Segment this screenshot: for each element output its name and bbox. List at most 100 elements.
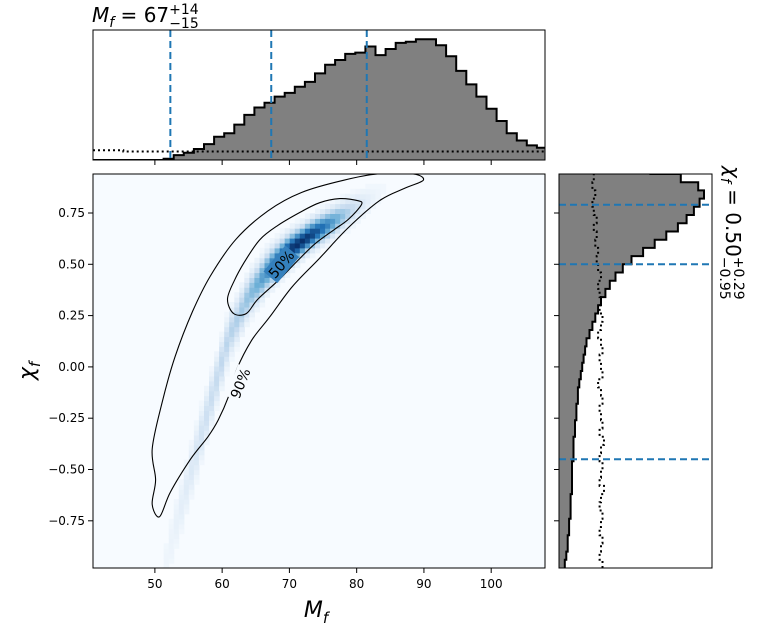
heatmap-cell xyxy=(214,390,220,397)
heatmap-cell xyxy=(193,420,200,426)
heatmap-cell xyxy=(183,504,190,510)
heatmap-cell xyxy=(193,469,200,475)
x-tick-label: 70 xyxy=(282,577,297,591)
right-hist-bar xyxy=(559,133,572,142)
heatmap-cell xyxy=(304,238,311,244)
heatmap-cell xyxy=(193,459,200,466)
heatmap-cell xyxy=(173,508,180,515)
right-hist-bar xyxy=(559,272,616,282)
heatmap-cell xyxy=(229,321,235,328)
top-hist-bar xyxy=(476,96,487,160)
heatmap-cell xyxy=(249,297,255,303)
heatmap-cell xyxy=(188,484,195,490)
heatmap-cell xyxy=(198,405,205,411)
heatmap-cell xyxy=(355,198,361,205)
heatmap-cell xyxy=(335,233,341,239)
heatmap-cell xyxy=(289,223,296,229)
right-hist-bar xyxy=(559,485,572,495)
top-posterior-outline xyxy=(93,38,545,160)
right-hist-bar xyxy=(559,215,687,224)
heatmap-cell xyxy=(264,272,271,278)
heatmap-cell xyxy=(204,390,210,397)
heatmap-cell xyxy=(214,385,220,392)
heatmap-cell xyxy=(355,203,361,209)
heatmap-cell xyxy=(320,223,326,229)
heatmap-cell xyxy=(229,351,235,357)
right-hist-bar xyxy=(559,535,568,544)
heatmap-cell xyxy=(219,385,225,392)
heatmap-cell xyxy=(340,213,346,219)
heatmap-cell xyxy=(259,252,266,259)
heatmap-cell xyxy=(355,188,361,195)
heatmap-cell xyxy=(193,439,200,446)
heatmap-cell xyxy=(168,523,175,530)
heatmap-cell xyxy=(294,233,301,239)
heatmap-cell xyxy=(168,528,175,535)
heatmap-cell xyxy=(183,459,190,466)
heatmap-cell xyxy=(178,494,185,500)
heatmap-cell xyxy=(350,223,356,229)
right-hist-bar xyxy=(559,502,571,511)
heatmap-cell xyxy=(294,223,301,229)
top-hist-bar xyxy=(557,153,568,160)
heatmap-cell xyxy=(224,311,230,318)
heatmap-cell xyxy=(239,297,245,303)
right-hist-bar xyxy=(559,256,632,265)
heatmap-cell xyxy=(350,203,356,209)
heatmap-cell xyxy=(360,193,366,200)
heatmap-cell xyxy=(209,395,215,402)
top-hist-bar xyxy=(567,154,578,160)
heatmap-cell xyxy=(299,242,306,249)
heatmap-cell xyxy=(219,371,225,377)
heatmap-cell xyxy=(188,474,195,480)
heatmap-cell xyxy=(229,336,235,342)
right-hist-bar xyxy=(559,510,571,520)
heatmap-cell xyxy=(299,218,306,224)
main-axes-frame xyxy=(92,173,546,569)
heatmap-cell xyxy=(198,415,205,421)
heatmap-cell xyxy=(244,311,250,318)
heatmap-cell xyxy=(224,326,230,333)
heatmap-cell xyxy=(365,198,371,205)
heatmap-cell xyxy=(259,267,266,274)
heatmap-cell xyxy=(375,188,382,195)
heatmap-cell xyxy=(183,508,190,515)
right-hist-bar xyxy=(559,247,644,257)
heatmap-cell xyxy=(193,464,200,471)
heatmap-cell xyxy=(289,233,296,239)
heatmap-cell xyxy=(219,351,225,357)
heatmap-cell xyxy=(219,366,225,372)
top-hist-bar xyxy=(244,114,255,160)
right-hist-bar xyxy=(559,305,599,314)
heatmap-cell xyxy=(198,430,205,436)
heatmap-cell xyxy=(299,223,306,229)
heatmap-cell xyxy=(365,188,371,195)
heatmap-cell xyxy=(224,331,230,338)
heatmap-cell xyxy=(173,523,180,530)
heatmap-cell xyxy=(309,233,316,239)
right-hist-bar xyxy=(559,453,574,462)
right-hist-bar xyxy=(559,379,580,388)
heatmap-cell xyxy=(340,198,346,205)
right-hist-bar xyxy=(559,494,571,503)
heatmap-cell xyxy=(178,484,185,490)
top-marginal-title: Mf = 67+14 −15 xyxy=(92,2,199,32)
heatmap-cell xyxy=(204,415,210,421)
heatmap-cell xyxy=(198,425,205,431)
heatmap-cell xyxy=(330,198,336,205)
heatmap-cell xyxy=(198,444,205,451)
heatmap-cell xyxy=(193,474,200,480)
top-hist-bar xyxy=(587,158,598,160)
heatmap-cell xyxy=(279,238,286,244)
heatmap-cell xyxy=(239,321,245,328)
heatmap-cell xyxy=(188,459,195,466)
heatmap-cell xyxy=(304,242,311,249)
heatmap-cell xyxy=(254,267,260,274)
heatmap-cell xyxy=(234,321,240,328)
heatmap-cell xyxy=(264,247,271,254)
heatmap-cell xyxy=(249,316,255,323)
heatmap-cell xyxy=(350,213,356,219)
y-tick-label: 0.75 xyxy=(58,206,85,220)
right-hist-bar xyxy=(559,182,699,191)
heatmap-cell xyxy=(259,277,266,283)
